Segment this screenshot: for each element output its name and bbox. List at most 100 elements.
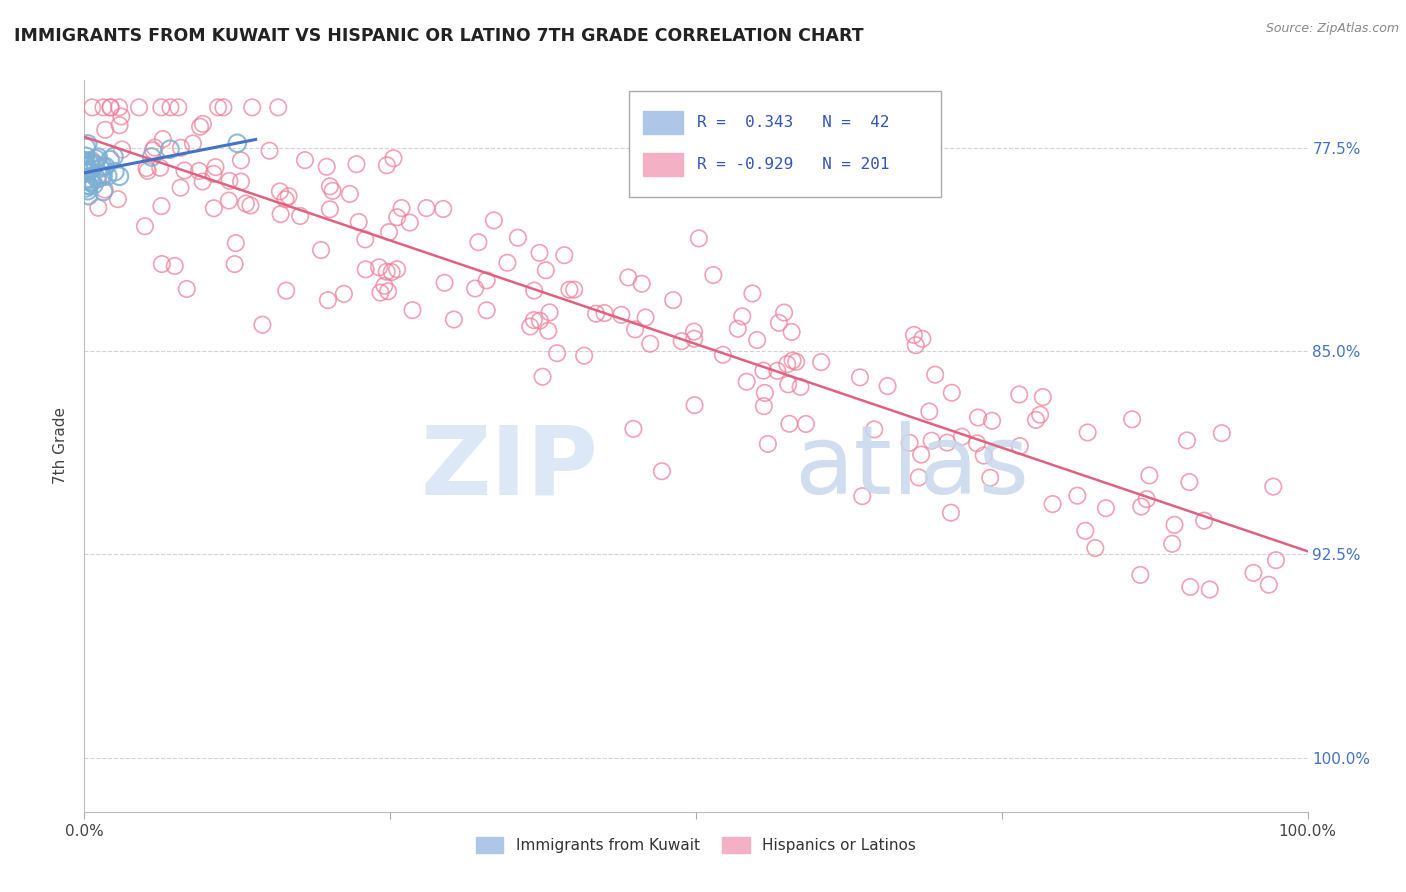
Point xyxy=(370,285,392,300)
Point xyxy=(339,186,361,201)
Point xyxy=(585,307,607,321)
Point xyxy=(202,201,225,215)
Text: R = -0.929   N = 201: R = -0.929 N = 201 xyxy=(697,157,890,172)
Point xyxy=(506,230,529,244)
Point xyxy=(150,100,173,114)
Point xyxy=(966,436,988,450)
Point xyxy=(170,141,193,155)
Point xyxy=(207,100,229,114)
Point xyxy=(531,369,554,384)
Point xyxy=(768,316,790,330)
Point xyxy=(319,202,342,217)
Text: atlas: atlas xyxy=(794,421,1029,515)
Point xyxy=(1180,580,1202,594)
Point xyxy=(87,150,110,164)
Point xyxy=(79,178,101,193)
Point xyxy=(108,118,131,132)
Point xyxy=(93,100,115,114)
Point xyxy=(918,404,941,418)
Point xyxy=(529,245,551,260)
Point xyxy=(523,284,546,298)
Point xyxy=(73,156,96,170)
Point xyxy=(381,265,404,279)
Point xyxy=(950,430,973,444)
Point xyxy=(1257,578,1279,592)
Point xyxy=(235,196,257,211)
Point xyxy=(1130,500,1153,514)
Point xyxy=(1042,497,1064,511)
Point xyxy=(1008,387,1031,401)
Point xyxy=(173,163,195,178)
Point xyxy=(83,178,105,192)
Text: IMMIGRANTS FROM KUWAIT VS HISPANIC OR LATINO 7TH GRADE CORRELATION CHART: IMMIGRANTS FROM KUWAIT VS HISPANIC OR LA… xyxy=(14,27,863,45)
Point xyxy=(475,303,498,318)
Point xyxy=(212,100,235,114)
Point xyxy=(702,268,724,282)
Point xyxy=(496,256,519,270)
Point xyxy=(270,207,292,221)
Point xyxy=(76,136,98,151)
Point xyxy=(315,160,337,174)
Point xyxy=(75,140,97,154)
Point xyxy=(671,334,693,348)
Point xyxy=(1163,517,1185,532)
Point xyxy=(634,310,657,325)
Point xyxy=(789,380,811,394)
Point xyxy=(735,375,758,389)
Point xyxy=(863,422,886,436)
Point xyxy=(97,169,120,183)
Point xyxy=(108,169,131,184)
Point xyxy=(433,276,456,290)
Point xyxy=(1066,489,1088,503)
Point xyxy=(90,169,112,184)
Point xyxy=(91,160,114,174)
Point xyxy=(638,336,661,351)
Point xyxy=(274,192,297,206)
Point xyxy=(727,322,749,336)
Point xyxy=(630,277,652,291)
Point xyxy=(747,333,769,347)
Point xyxy=(546,346,568,360)
Point xyxy=(188,120,211,134)
Point xyxy=(224,257,246,271)
Point xyxy=(82,153,104,168)
Point xyxy=(373,278,395,293)
Point xyxy=(1025,413,1047,427)
Point xyxy=(75,181,97,195)
Point xyxy=(79,176,101,190)
Point xyxy=(86,171,108,186)
Point xyxy=(683,325,706,339)
Y-axis label: 7th Grade: 7th Grade xyxy=(53,408,69,484)
Point xyxy=(924,368,946,382)
Point xyxy=(907,470,929,484)
Point xyxy=(94,160,117,174)
Text: R =  0.343   N =  42: R = 0.343 N = 42 xyxy=(697,115,890,130)
Point xyxy=(103,149,125,163)
Point xyxy=(529,313,551,327)
Point xyxy=(333,286,356,301)
Point xyxy=(150,257,173,271)
Point xyxy=(558,283,581,297)
Point xyxy=(773,305,796,319)
Point xyxy=(910,448,932,462)
Point xyxy=(851,489,873,503)
Point xyxy=(475,273,498,287)
Text: ZIP: ZIP xyxy=(420,421,598,515)
Point xyxy=(277,189,299,203)
Point xyxy=(169,180,191,194)
Point xyxy=(181,136,204,151)
Point xyxy=(593,306,616,320)
Point xyxy=(1077,425,1099,440)
Point xyxy=(76,184,98,198)
Point xyxy=(84,157,107,171)
Point xyxy=(1175,434,1198,448)
Point xyxy=(553,248,575,262)
Point xyxy=(876,379,898,393)
Point xyxy=(218,174,240,188)
Point xyxy=(87,201,110,215)
Point xyxy=(688,231,710,245)
Point xyxy=(375,265,398,279)
Point xyxy=(651,464,673,478)
Point xyxy=(1074,524,1097,538)
Point xyxy=(752,364,775,378)
